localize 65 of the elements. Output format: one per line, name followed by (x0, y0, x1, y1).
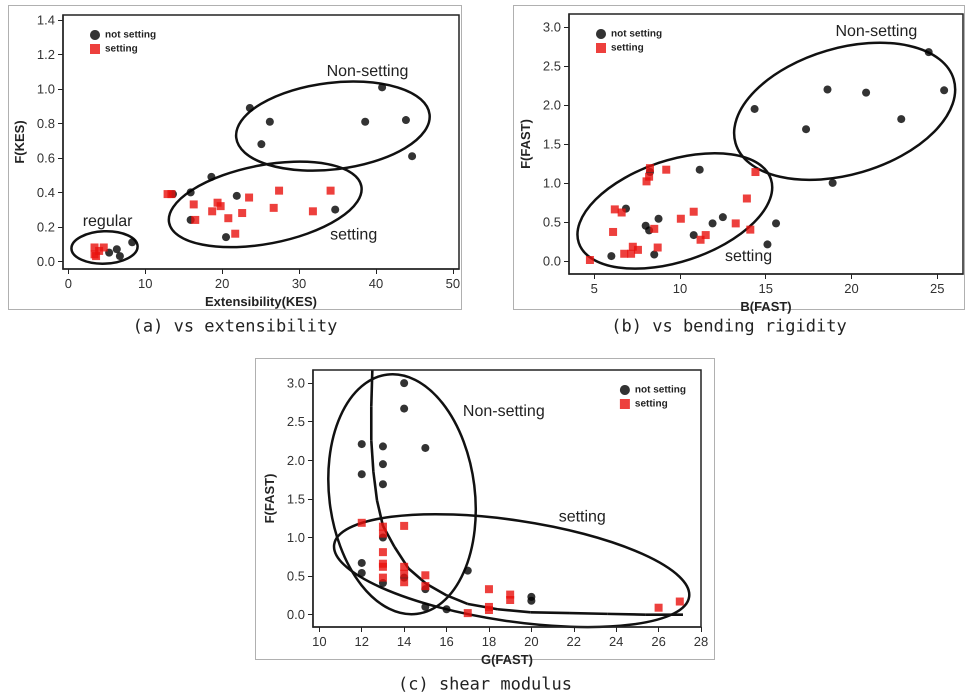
x-tick-label: 10 (138, 276, 153, 291)
annotation: Non-setting (835, 23, 918, 40)
legend-label: not setting (105, 30, 156, 40)
annotation: Non-setting (462, 402, 545, 420)
y-tick-label: 1.0 (286, 530, 305, 545)
y-tick-label: 0.5 (542, 214, 561, 230)
y-axis-title: F(FAST) (518, 119, 534, 169)
legend-label: not setting (634, 384, 686, 396)
legend-label: setting (105, 44, 138, 54)
y-tick-label: 1.2 (36, 47, 55, 62)
y-tick-label: 1.5 (286, 491, 305, 506)
legend-label: setting (611, 42, 644, 54)
x-tick-label: 30 (292, 276, 306, 291)
annotation: setting (558, 508, 606, 526)
text: (c) shear modulus (398, 674, 572, 694)
y-tick-label: 0.0 (286, 607, 305, 622)
x-tick-label: 50 (446, 276, 460, 291)
y-tick-label: 3.0 (286, 376, 305, 391)
y-tick-label: 2.5 (542, 58, 561, 74)
y-tick-label: 0.6 (36, 150, 55, 166)
y-tick-label: 0.0 (542, 253, 561, 268)
x-axis-title: Extensibility(KES) (205, 294, 317, 309)
legend-label: not setting (611, 28, 662, 40)
y-tick-label: 3.0 (542, 20, 561, 35)
x-tick-label: 26 (651, 634, 666, 649)
y-tick-label: 1.5 (542, 136, 561, 152)
x-axis-title: B(FAST) (740, 298, 792, 314)
annotation: regular (82, 212, 134, 230)
x-tick-label: 24 (608, 634, 624, 649)
text: (b) vs bending rigidity (611, 316, 847, 336)
y-tick-label: 1.0 (542, 175, 561, 190)
x-tick-label: 20 (214, 276, 230, 291)
annotation: setting (330, 226, 378, 244)
x-tick-label: 22 (566, 634, 582, 649)
x-tick-label: 10 (312, 634, 327, 649)
x-tick-label: 28 (694, 634, 708, 649)
y-tick-label: 0.2 (36, 219, 55, 234)
x-axis-title: G(FAST) (480, 652, 533, 667)
y-tick-label: 0.0 (36, 254, 55, 269)
x-tick-label: 40 (368, 276, 384, 291)
y-tick-label: 2.0 (542, 98, 561, 113)
x-tick-label: 12 (354, 634, 369, 649)
x-tick-label: 20 (844, 281, 859, 296)
x-tick-label: 0 (64, 276, 72, 291)
x-tick-label: 15 (758, 281, 773, 296)
x-tick-label: 14 (396, 634, 412, 649)
legend-label: setting (634, 398, 668, 410)
y-tick-label: 2.0 (286, 452, 305, 468)
annotation: Non-setting (326, 63, 408, 80)
y-tick-label: 1.0 (36, 82, 55, 97)
x-tick-label: 10 (672, 281, 688, 296)
y-axis-title: F(FAST) (262, 474, 277, 524)
annotation: setting (725, 248, 772, 266)
x-tick-label: 25 (930, 281, 945, 296)
y-tick-label: 2.5 (286, 414, 305, 430)
y-tick-label: 1.4 (36, 12, 55, 28)
x-tick-label: 20 (524, 634, 539, 649)
y-tick-label: 0.5 (286, 568, 305, 584)
x-tick-label: 16 (439, 634, 454, 649)
y-tick-label: 0.4 (36, 184, 55, 200)
x-tick-label: 18 (482, 634, 496, 649)
text: (a) vs extensibility (132, 316, 338, 336)
x-tick-label: 5 (590, 281, 598, 296)
y-tick-label: 0.8 (36, 116, 55, 131)
y-axis-title: F(KES) (12, 120, 28, 164)
